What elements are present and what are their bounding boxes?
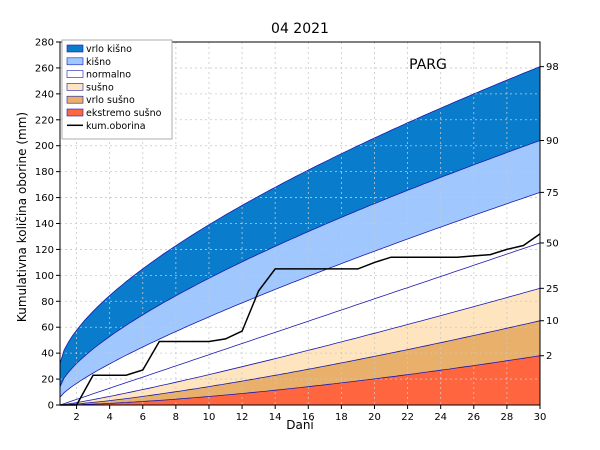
series-point	[109, 374, 111, 376]
y-tick-label: 140	[35, 219, 54, 230]
legend-label-0: vrlo kišno	[86, 44, 132, 55]
x-tick-label: 12	[236, 412, 249, 423]
series-point	[258, 290, 260, 292]
series-point	[456, 256, 458, 258]
x-tick-label: 8	[173, 412, 179, 423]
series-point	[291, 268, 293, 270]
x-tick-label: 26	[467, 412, 480, 423]
series-point	[373, 261, 376, 263]
series-point	[406, 256, 409, 258]
series-point	[92, 374, 94, 376]
series-point	[357, 268, 359, 270]
series-point	[224, 338, 227, 340]
x-tick-label: 30	[534, 412, 547, 423]
x-tick-label: 16	[302, 412, 315, 423]
percentile-tick-label: 90	[546, 136, 559, 147]
y-tick-label: 280	[35, 38, 54, 49]
percentile-line-p50	[59, 242, 541, 406]
series-line-0	[60, 233, 541, 406]
series-point	[241, 330, 243, 332]
series-point	[473, 255, 475, 257]
chart-title: 04 2021	[271, 21, 329, 37]
series-point	[423, 256, 425, 258]
percentile-line-p98	[59, 66, 541, 364]
legend-swatch-5	[66, 108, 84, 117]
legend-swatch-2	[66, 70, 84, 78]
percentile-tick-label: 75	[546, 188, 559, 199]
station-label: PARG	[409, 57, 447, 73]
x-tick-label: 14	[269, 412, 282, 423]
y-tick-label: 60	[41, 323, 54, 334]
legend-label-1: kišno	[86, 57, 111, 68]
series-point	[506, 248, 508, 251]
x-axis-label: Dani	[286, 418, 314, 432]
y-tick-label: 220	[35, 115, 54, 126]
y-tick-label: 260	[35, 63, 54, 74]
legend-label-3: sušno	[86, 82, 114, 93]
x-tick-label: 4	[106, 412, 112, 423]
legend-label-2: normalno	[86, 70, 131, 81]
legend-swatch-3	[66, 83, 84, 91]
x-tick-label: 10	[203, 412, 216, 423]
series-point	[125, 374, 127, 376]
x-tick-label: 18	[335, 412, 348, 423]
x-tick-label: 6	[140, 412, 146, 423]
y-tick-label: 20	[41, 375, 54, 386]
percentile-line-p90	[59, 140, 541, 388]
y-tick-label: 120	[35, 245, 54, 256]
percentile-tick-label: 25	[546, 284, 559, 295]
x-tick-label: 24	[434, 412, 447, 423]
y-axis-label: Kumulativna količina oborine (mm)	[15, 112, 29, 322]
series-point	[307, 268, 309, 270]
series-point	[489, 254, 491, 256]
y-tick-label: 160	[35, 193, 54, 204]
series-point	[175, 340, 177, 343]
legend-label-4: vrlo sušno	[86, 95, 135, 106]
percentile-line-p02	[60, 355, 541, 406]
series-point	[522, 244, 525, 247]
legend-swatch-0	[66, 44, 84, 53]
legend-swatch-4	[66, 95, 84, 104]
legend-label-5: ekstremo sušno	[86, 108, 162, 119]
percentile-tick-label: 98	[546, 62, 559, 73]
band-5	[60, 355, 540, 405]
x-tick-label: 20	[368, 412, 381, 423]
series-point	[191, 340, 194, 343]
percentile-line-p10	[59, 320, 541, 406]
series-point	[340, 268, 342, 270]
axes: 2 4 6 8 10 12 14 16 18 20 22 24 26 28 3002040608010012…	[35, 38, 559, 424]
percentile-line-p25	[59, 287, 541, 406]
band-4	[60, 320, 540, 405]
series-point	[142, 369, 144, 371]
y-tick-label: 100	[35, 271, 54, 282]
band-0	[60, 66, 540, 387]
series-point	[274, 268, 276, 270]
percentile-line-p75	[59, 192, 541, 398]
percentile-tick-label: 10	[546, 316, 559, 327]
band-2	[60, 192, 540, 405]
percentile-tick-label: 2	[546, 351, 552, 362]
legend-swatch-1	[66, 57, 84, 66]
series-point	[208, 340, 210, 343]
series-point	[324, 268, 326, 270]
x-tick-label: 28	[501, 412, 514, 423]
y-tick-label: 240	[35, 89, 54, 100]
y-tick-label: 180	[35, 167, 54, 178]
legend-label-series: kum.oborina	[86, 121, 146, 132]
series-point	[158, 340, 160, 343]
y-tick-label: 0	[48, 401, 54, 412]
y-tick-label: 40	[41, 349, 54, 360]
x-tick-label: 2	[73, 412, 79, 423]
x-tick-label: 22	[401, 412, 414, 423]
y-tick-label: 80	[41, 297, 54, 308]
y-tick-label: 200	[35, 141, 54, 152]
series-point	[440, 256, 442, 258]
series-point	[390, 256, 392, 258]
percentile-tick-label: 50	[546, 238, 559, 249]
percentile-lines	[59, 66, 541, 406]
